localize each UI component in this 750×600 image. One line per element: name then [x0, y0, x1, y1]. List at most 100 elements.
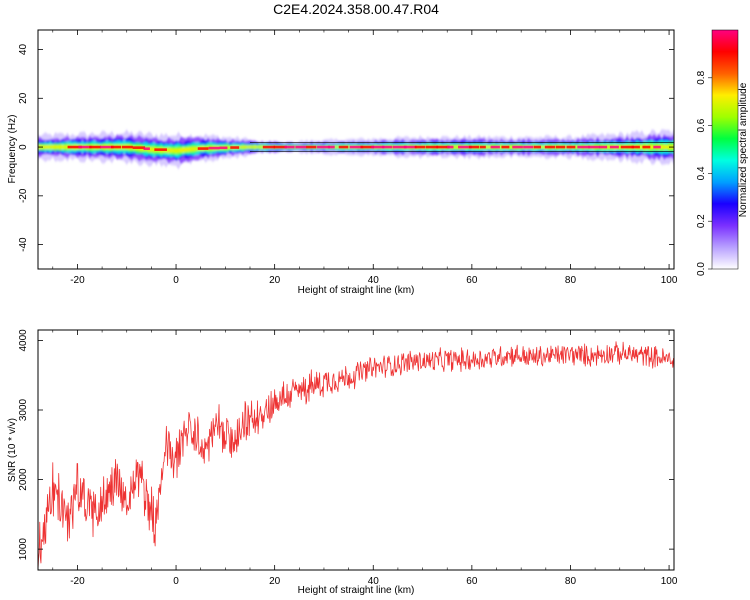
- spectrogram-peak-segment: [414, 145, 426, 149]
- spectrogram-peak-segment: [620, 145, 634, 149]
- snr-y-tick-label: 4000: [18, 329, 29, 352]
- spectrogram-y-label: Frequency (Hz): [7, 115, 18, 184]
- spectrogram-peak-segment: [588, 145, 600, 149]
- spectrogram-y-ticks: -40 -20 0 20 40: [18, 44, 674, 252]
- spectrogram-x-tick-label: 80: [565, 275, 577, 286]
- snr-y-label: SNR (10 * v/v): [7, 418, 18, 482]
- snr-y-tick-label: 2000: [18, 468, 29, 491]
- colorbar-label: Normalized spectral amplitude: [738, 82, 749, 217]
- colorbar-tick-label: 0.6: [696, 118, 707, 132]
- snr-y-tick-label: 3000: [18, 398, 29, 421]
- spectrogram-band-layers: [38, 128, 674, 170]
- spectrogram-x-label: Height of straight line (km): [298, 285, 415, 296]
- spectrogram-y-tick-label: 20: [18, 92, 29, 104]
- colorbar-tick-label: 0.4: [696, 166, 707, 180]
- spectrogram-peak-segment: [284, 145, 295, 149]
- spectrogram-y-tick-label: 0: [18, 144, 29, 150]
- spectrogram-peak-segment: [273, 145, 287, 149]
- spectrogram-peak-segment: [154, 148, 167, 151]
- spectrogram-peak-segment: [631, 145, 640, 149]
- spectrogram-peak-segment: [501, 145, 510, 149]
- colorbar-gradient: [712, 30, 738, 269]
- spectrogram-peak-segment: [490, 145, 500, 149]
- spectrogram-peak-segment: [653, 145, 661, 149]
- spectrogram-peak-segment: [479, 145, 486, 149]
- spectrogram-x-tick-label: 20: [269, 275, 281, 286]
- spectrogram-peak-segment: [67, 145, 82, 149]
- snr-y-tick-label: 1000: [18, 538, 29, 561]
- snr-x-ticks: -20 0 20 40 60 80 100: [52, 330, 678, 587]
- spectrogram-peak-segment: [197, 147, 209, 150]
- spectrogram-frame: [37, 29, 675, 270]
- spectrogram-y-tick-label: 40: [18, 44, 29, 56]
- spectrogram-peak-segment: [219, 146, 228, 150]
- spectrogram-peak-segment: [338, 145, 349, 149]
- colorbar-ticks: 0.0 0.2 0.4 0.6 0.8: [696, 70, 712, 276]
- spectrogram-x-ticks: -20 0 20 40 60 80 100: [52, 30, 678, 286]
- spectrogram-panel: -20 0 20 40 60 80 100 -40 -20 0 20 40 Height of st…: [7, 29, 678, 296]
- spectrogram-peak-segment: [327, 145, 335, 149]
- spectrogram-peak-segment: [403, 145, 417, 149]
- snr-y-ticks: 1000 2000 3000 4000: [18, 329, 674, 560]
- spectrogram-peak-segment: [143, 147, 150, 151]
- snr-x-tick-label: 40: [368, 576, 380, 587]
- spectrogram-peak-segment: [599, 145, 608, 149]
- spectrogram-peak-segment: [132, 146, 146, 149]
- colorbar-tick-label: 0.2: [696, 214, 707, 228]
- spectrogram-peak-segment: [295, 145, 307, 149]
- spectrogram-peak-segment: [371, 145, 385, 149]
- spectrogram-peak-segment: [533, 145, 541, 149]
- spectrogram-peak-segment: [458, 145, 472, 149]
- spectrogram-band: [38, 128, 674, 170]
- spectrogram-peak-segment: [208, 146, 220, 150]
- snr-x-tick-label: 80: [565, 576, 577, 587]
- snr-x-tick-label: -20: [70, 576, 85, 587]
- snr-x-label: Height of straight line (km): [298, 585, 415, 596]
- spectrogram-band-layer: [38, 141, 674, 156]
- spectrogram-x-tick-label: 60: [466, 275, 478, 286]
- spectrogram-peak-segment: [436, 145, 450, 149]
- spectrogram-peak-segment: [349, 145, 364, 149]
- spectrogram-peak-segment: [425, 145, 439, 149]
- spectrogram-peak-segment: [317, 145, 331, 149]
- spectrogram-x-tick-label: 0: [173, 275, 179, 286]
- snr-series-line: [38, 341, 674, 570]
- spectrogram-peak-ridge: [67, 145, 661, 151]
- spectrogram-y-tick-label: -40: [18, 237, 29, 252]
- spectrogram-peak-segment: [392, 145, 407, 149]
- spectrogram-peak-segment: [110, 145, 122, 149]
- spectrogram-peak-segment: [360, 145, 375, 149]
- spectrogram-peak-segment: [544, 145, 555, 149]
- spectrogram-peak-segment: [566, 145, 576, 149]
- colorbar-frame: [711, 29, 739, 270]
- snr-x-tick-label: 100: [661, 576, 678, 587]
- snr-x-tick-label: 20: [269, 576, 281, 587]
- spectrogram-peak-segment: [100, 145, 114, 149]
- snr-frame: [37, 329, 675, 571]
- spectrogram-x-tick-label: 40: [368, 275, 380, 286]
- spectrogram-peak-segment: [555, 145, 566, 149]
- snr-x-tick-label: 60: [466, 576, 478, 587]
- colorbar-tick-label: 0.8: [696, 70, 707, 84]
- spectrogram-peak-segment: [89, 145, 102, 149]
- spectrogram-peak-segment: [230, 146, 240, 149]
- spectrogram-peak-segment: [121, 145, 133, 149]
- snr-x-tick-label: 0: [173, 576, 179, 587]
- spectrogram-peak-segment: [512, 145, 523, 149]
- spectrogram-peak-segment: [382, 145, 393, 149]
- spectrogram-peak-segment: [577, 145, 590, 149]
- spectrogram-peak-segment: [523, 145, 534, 149]
- colorbar: 0.0 0.2 0.4 0.6 0.8 Normalized spectral ampl…: [696, 29, 749, 276]
- colorbar-tick-label: 0.0: [696, 262, 707, 276]
- spectrogram-y-tick-label: -20: [18, 188, 29, 203]
- spectrogram-peak-segment: [609, 145, 619, 149]
- spectrogram-peak-segment: [642, 145, 651, 149]
- spectrogram-peak-segment: [262, 145, 275, 149]
- snr-panel: -20 0 20 40 60 80 100 1000 2000 3000 4000 Height …: [7, 329, 678, 596]
- spectrogram-peak-segment: [468, 145, 480, 149]
- spectrogram-peak-segment: [447, 145, 454, 149]
- spectrogram-x-tick-label: 100: [661, 275, 678, 286]
- spectrogram-peak-segment: [306, 145, 317, 149]
- spectrogram-peak-segment: [78, 145, 92, 149]
